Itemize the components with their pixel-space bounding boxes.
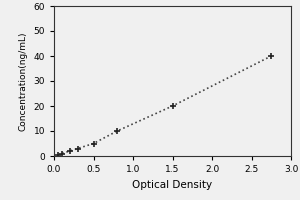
- Y-axis label: Concentration(ng/mL): Concentration(ng/mL): [19, 31, 28, 131]
- X-axis label: Optical Density: Optical Density: [132, 180, 213, 190]
